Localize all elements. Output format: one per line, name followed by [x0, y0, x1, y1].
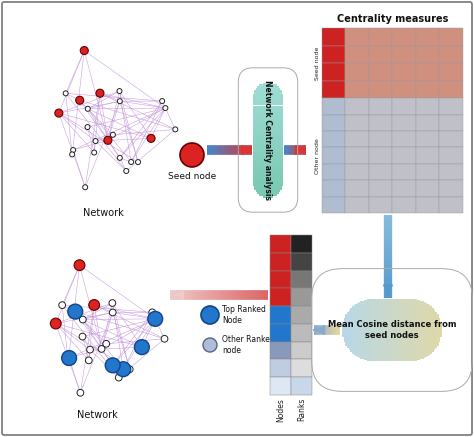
Bar	[416, 131, 439, 147]
Bar	[253, 180, 283, 182]
Bar	[399, 299, 401, 361]
Bar	[253, 142, 283, 144]
Circle shape	[180, 143, 204, 167]
Circle shape	[85, 125, 90, 130]
Circle shape	[68, 304, 82, 319]
Bar	[270, 324, 291, 342]
Bar	[440, 323, 442, 337]
Bar	[322, 45, 346, 63]
Circle shape	[50, 318, 61, 329]
Bar	[253, 174, 283, 177]
Bar	[253, 96, 283, 98]
Circle shape	[55, 109, 63, 117]
Bar	[263, 83, 273, 84]
Circle shape	[149, 309, 155, 316]
Bar	[369, 98, 392, 114]
Bar	[420, 301, 422, 359]
Bar	[369, 197, 392, 213]
Bar	[270, 342, 291, 360]
Text: Ranks: Ranks	[297, 398, 306, 421]
Bar	[438, 318, 440, 342]
Circle shape	[117, 89, 122, 94]
Bar	[346, 98, 369, 114]
Bar	[379, 299, 380, 361]
Bar	[416, 63, 439, 81]
Bar	[253, 167, 283, 169]
Bar	[346, 180, 369, 197]
Bar	[416, 180, 439, 197]
Bar	[364, 300, 365, 360]
Bar	[322, 114, 346, 131]
Bar	[253, 119, 283, 121]
Bar	[346, 28, 369, 45]
Circle shape	[98, 346, 105, 352]
Bar	[253, 148, 283, 149]
Bar	[439, 147, 463, 164]
Bar	[253, 146, 283, 148]
Bar	[416, 197, 439, 213]
Bar	[402, 299, 404, 361]
Bar	[369, 45, 392, 63]
Circle shape	[71, 148, 76, 153]
Circle shape	[104, 136, 112, 144]
Circle shape	[124, 169, 129, 173]
Bar	[392, 81, 416, 98]
Bar	[375, 299, 377, 361]
Bar	[346, 147, 369, 164]
Bar	[253, 140, 283, 142]
Bar	[257, 87, 279, 88]
Bar	[395, 299, 397, 361]
Circle shape	[76, 96, 84, 104]
Bar	[346, 45, 369, 63]
Circle shape	[148, 312, 163, 326]
Bar	[369, 63, 392, 81]
Bar	[439, 131, 463, 147]
Bar	[416, 164, 439, 180]
Bar	[291, 288, 312, 306]
Bar	[416, 81, 439, 98]
Bar	[253, 182, 283, 184]
Bar	[407, 299, 409, 361]
Text: Network Centrality analysis: Network Centrality analysis	[264, 80, 273, 200]
Circle shape	[161, 336, 168, 342]
Bar	[439, 164, 463, 180]
Text: Centrality measures: Centrality measures	[337, 14, 448, 24]
Bar	[253, 132, 283, 134]
Bar	[362, 301, 364, 359]
Bar	[322, 98, 346, 114]
Bar	[322, 131, 346, 147]
Bar	[253, 173, 283, 174]
Circle shape	[89, 300, 100, 310]
Bar	[253, 136, 283, 138]
Text: Nodes: Nodes	[276, 398, 285, 422]
Bar	[253, 127, 283, 128]
Bar	[253, 105, 283, 108]
Bar	[291, 306, 312, 324]
Bar	[369, 28, 392, 45]
Bar	[369, 299, 370, 361]
Circle shape	[136, 160, 140, 165]
Bar	[291, 271, 312, 288]
Bar	[346, 114, 369, 131]
Bar	[357, 303, 359, 357]
Circle shape	[80, 316, 86, 323]
Bar	[253, 108, 283, 109]
Bar	[322, 180, 346, 197]
Bar	[253, 123, 283, 125]
Bar	[342, 323, 344, 337]
Bar	[425, 303, 427, 357]
Bar	[392, 63, 416, 81]
Bar	[392, 45, 416, 63]
Bar	[253, 153, 283, 155]
Bar	[392, 197, 416, 213]
Circle shape	[160, 99, 164, 104]
Bar	[352, 306, 354, 354]
Bar	[354, 305, 356, 355]
Bar	[253, 184, 283, 186]
Bar	[291, 360, 312, 377]
Bar	[270, 377, 291, 395]
Bar	[392, 164, 416, 180]
Circle shape	[109, 300, 116, 306]
Bar	[419, 300, 420, 360]
